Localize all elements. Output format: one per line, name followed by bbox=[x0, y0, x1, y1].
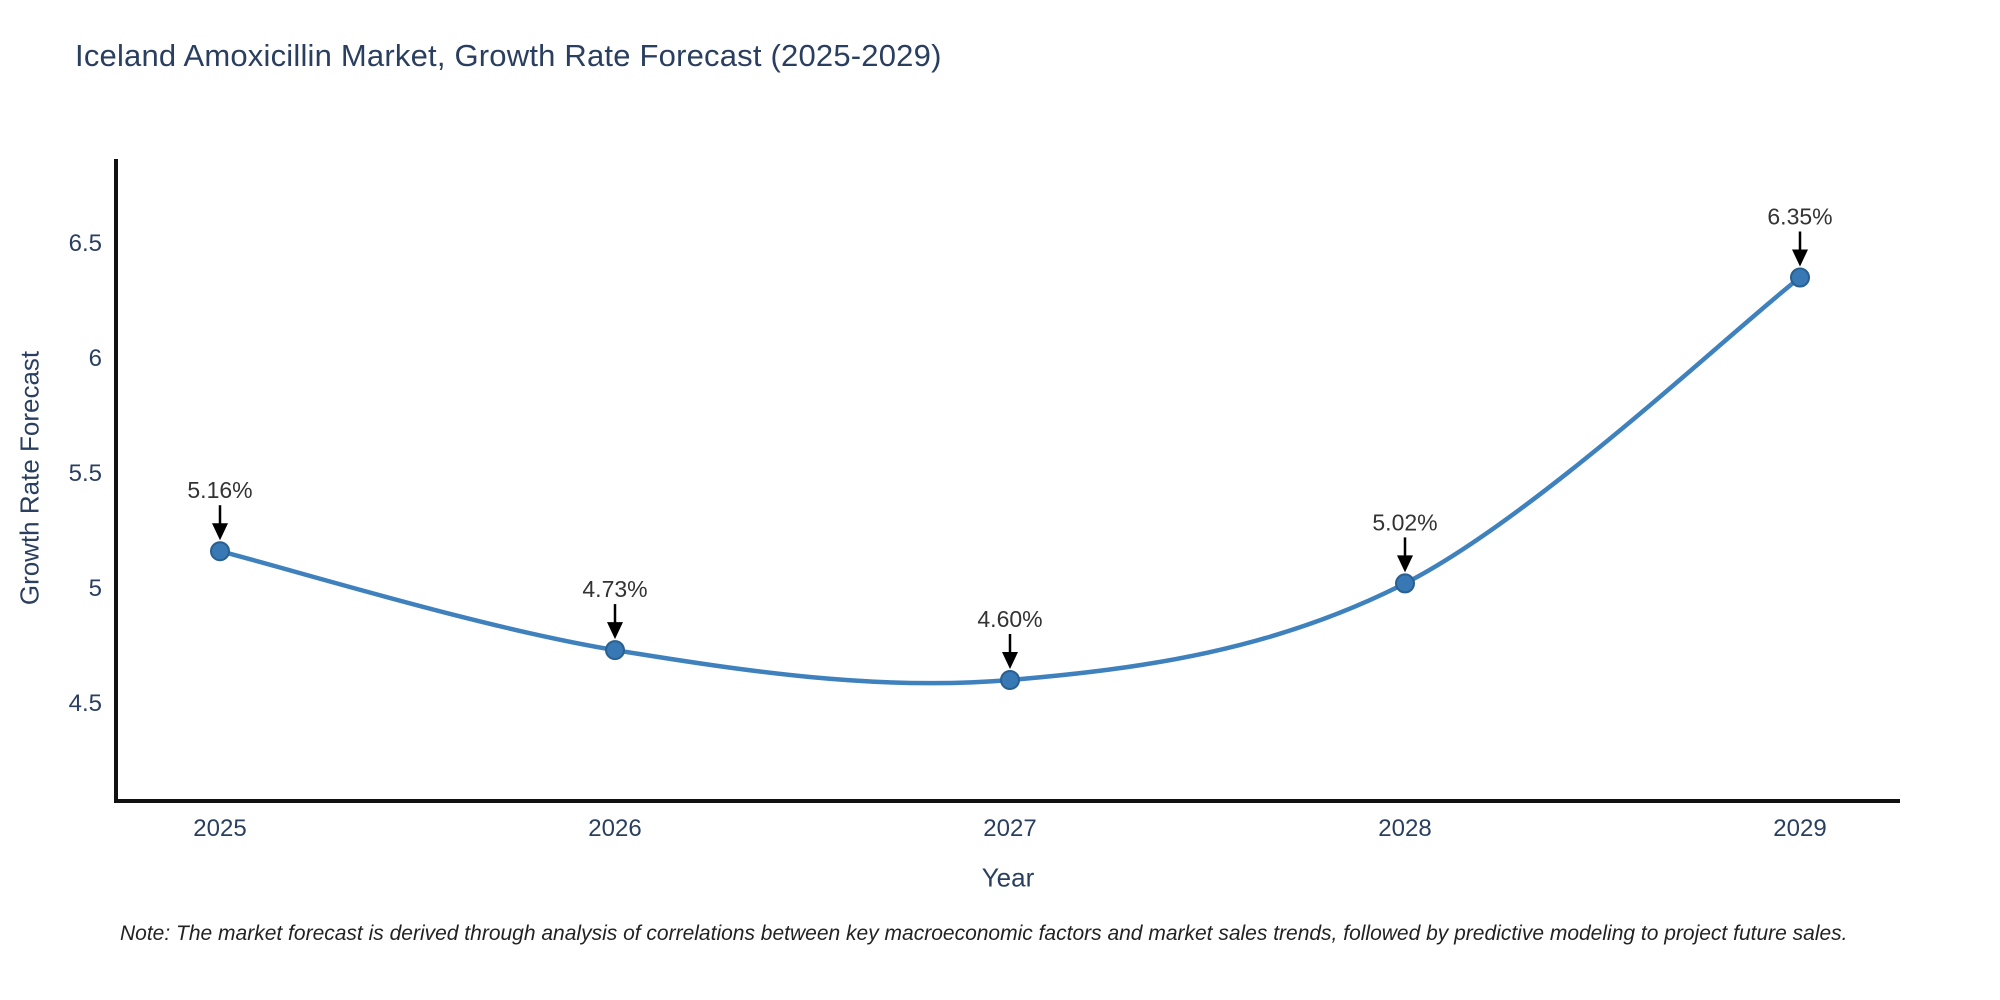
data-point-marker-2029[interactable] bbox=[1790, 267, 1810, 288]
annotation-arrowhead bbox=[1792, 249, 1808, 267]
annotation-arrowhead bbox=[1002, 652, 1018, 669]
x-tick-label: 2027 bbox=[983, 815, 1036, 842]
point-annotation-label: 6.35% bbox=[1767, 204, 1832, 230]
chart-title: Iceland Amoxicillin Market, Growth Rate … bbox=[75, 38, 942, 73]
point-annotation-label: 4.60% bbox=[977, 606, 1042, 632]
y-tick-label: 5.5 bbox=[69, 460, 102, 487]
data-point-marker-2026[interactable] bbox=[605, 640, 625, 661]
x-tick-label: 2028 bbox=[1378, 815, 1431, 842]
footnote-text: Note: The market forecast is derived thr… bbox=[120, 922, 1848, 945]
y-tick-label: 4.5 bbox=[69, 690, 102, 717]
data-point-marker-2028[interactable] bbox=[1395, 573, 1415, 594]
y-tick-label: 6.5 bbox=[69, 230, 102, 257]
x-tick-label: 2029 bbox=[1773, 815, 1826, 842]
x-tick-label: 2025 bbox=[193, 815, 246, 842]
x-axis-title: Year bbox=[981, 862, 1035, 893]
annotation-arrowhead bbox=[1397, 555, 1413, 573]
annotation-arrowhead bbox=[607, 622, 623, 640]
annotation-arrowhead bbox=[212, 523, 228, 541]
point-annotation-label: 5.02% bbox=[1372, 509, 1437, 535]
data-point-marker-2025[interactable] bbox=[210, 541, 230, 562]
y-tick-label: 5 bbox=[89, 575, 102, 602]
point-annotation-label: 4.73% bbox=[582, 576, 647, 602]
y-tick-label: 6 bbox=[89, 345, 102, 372]
data-point-marker-2027[interactable] bbox=[1000, 670, 1020, 690]
x-tick-label: 2026 bbox=[588, 815, 641, 842]
point-annotation-label: 5.16% bbox=[187, 477, 252, 503]
